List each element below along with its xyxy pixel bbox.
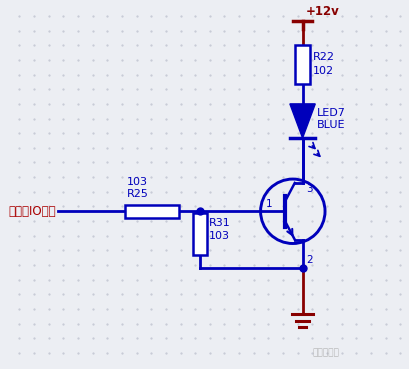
Polygon shape — [290, 104, 315, 138]
Text: LED7: LED7 — [317, 108, 346, 118]
Bar — [295, 45, 310, 85]
Text: 2: 2 — [306, 255, 313, 265]
Text: 单片机IO引脚: 单片机IO引脚 — [9, 205, 56, 218]
Bar — [125, 205, 179, 218]
Bar — [193, 213, 207, 255]
Text: 103: 103 — [209, 231, 230, 241]
Text: R25: R25 — [127, 189, 149, 199]
Text: +12v: +12v — [306, 5, 339, 18]
Text: 102: 102 — [313, 66, 335, 76]
Text: BLUE: BLUE — [317, 120, 346, 130]
Text: 103: 103 — [127, 177, 148, 187]
Text: 3: 3 — [306, 184, 313, 194]
Text: 1: 1 — [266, 199, 273, 210]
Text: R22: R22 — [313, 52, 335, 62]
Text: 头条电子通: 头条电子通 — [312, 348, 339, 357]
Text: R31: R31 — [209, 218, 231, 228]
